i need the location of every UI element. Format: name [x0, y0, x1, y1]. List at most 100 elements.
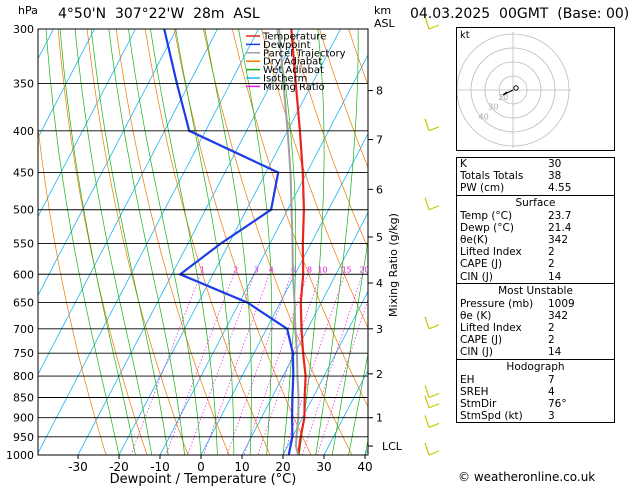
x-tick-label: 10	[234, 460, 249, 474]
surface-value: 2	[548, 258, 555, 271]
pressure-tick-label: 950	[13, 431, 34, 444]
x-tick-label: 40	[357, 460, 372, 474]
hodo-row: SREH 4	[457, 386, 614, 398]
x-tick-label: 0	[197, 460, 205, 474]
surface-row: θe(K) 342	[457, 234, 614, 246]
wet-adiabat-line	[74, 29, 153, 455]
hodograph-units: kt	[460, 30, 470, 41]
x-tick-label: -30	[68, 460, 88, 474]
isotherm-line	[323, 369, 368, 455]
hodo-label: EH	[460, 373, 475, 386]
x-axis-label: Dewpoint / Temperature (°C)	[110, 472, 297, 486]
surface-row: CIN (J) 14	[457, 271, 614, 283]
surface-value: 2	[548, 246, 555, 259]
legend-label: Parcel Trajectory	[263, 48, 346, 59]
isotherm-line	[38, 29, 136, 218]
index-label: PW (cm)	[460, 182, 505, 195]
hodo-label: StmSpd (kt)	[460, 410, 523, 423]
mixing-ratio-label: 20	[359, 265, 369, 274]
mixing-ratio-line	[302, 274, 363, 455]
pressure-tick-label: 450	[13, 166, 34, 179]
wind-barb	[428, 422, 440, 428]
mixing-ratio-label: 1	[200, 265, 205, 274]
hodo-value: 3	[548, 410, 555, 423]
most-unstable-rows: Pressure (mb) 1009 θe (K) 342 Lifted Index 2 C…	[457, 298, 614, 359]
pressure-tick-label: 700	[13, 323, 34, 336]
x-tick-label: -20	[109, 460, 129, 474]
mu-row: Lifted Index 2	[457, 322, 614, 334]
hodo-label: StmDir	[460, 398, 497, 410]
surface-value: 14	[548, 270, 562, 283]
mu-label: θe (K)	[460, 309, 492, 322]
mu-row: CAPE (J) 2	[457, 334, 614, 346]
units-hpa: hPa	[18, 4, 38, 17]
mu-row: Pressure (mb) 1009	[457, 298, 614, 310]
mixing-ratio-line	[203, 274, 270, 455]
mixing-ratio-label: 25	[373, 265, 383, 274]
mu-value: 342	[548, 309, 569, 322]
isotherm-line	[38, 29, 259, 454]
mixing-ratio-label: 15	[342, 265, 352, 274]
x-tick-label: 30	[316, 460, 331, 474]
km-tick-label: 4	[376, 277, 383, 290]
pressure-tick-label: 500	[13, 204, 34, 217]
wind-barb	[428, 205, 440, 211]
wind-barb-flag	[424, 385, 430, 398]
hodo-value: 4	[548, 385, 555, 398]
surface-rows: Temp (°C) 23.7 Dewp (°C) 21.4 θe(K) 342 Lifted…	[457, 210, 614, 283]
km-tick-label: 7	[376, 134, 383, 147]
hodograph-ring-label: 30	[488, 103, 498, 112]
location-title: 4°50'N 307°22'W 28m ASL	[58, 6, 260, 22]
surface-label: Temp (°C)	[460, 209, 513, 222]
wind-barb-flag	[424, 395, 430, 408]
wind-barb	[428, 324, 440, 330]
index-row: K 30	[457, 158, 614, 170]
mu-value: 2	[548, 322, 555, 335]
pressure-tick-label: 300	[13, 23, 34, 36]
dry-adiabat-line	[38, 124, 107, 455]
surface-row: Lifted Index 2	[457, 246, 614, 258]
wind-barb-flag	[424, 16, 430, 30]
mu-label: Pressure (mb)	[460, 297, 534, 310]
index-label: K	[460, 158, 467, 170]
most-unstable-section: Most Unstable Pressure (mb) 1009 θe (K) 342…	[457, 282, 614, 359]
surface-label: CAPE (J)	[460, 258, 503, 271]
hodo-value: 76°	[548, 398, 567, 410]
pressure-tick-label: 850	[13, 391, 34, 404]
mixing-ratio-label: 10	[317, 265, 327, 274]
isotherm-line	[0, 29, 13, 455]
surface-value: 342	[548, 233, 569, 246]
wind-barb	[428, 403, 440, 409]
wind-barb	[428, 450, 440, 456]
mixing-ratio-line	[226, 274, 292, 455]
surface-row: Dewp (°C) 21.4	[457, 222, 614, 234]
wind-barb-flag	[424, 197, 430, 210]
surface-label: CIN (J)	[460, 270, 493, 283]
units-km: km	[374, 4, 392, 17]
mixing-ratio-line	[257, 274, 321, 455]
pressure-tick-label: 650	[13, 297, 34, 310]
wind-barb-flag	[424, 316, 430, 329]
most-unstable-title: Most Unstable	[498, 284, 573, 297]
hodo-row: StmDir 76°	[457, 398, 614, 410]
wind-barb	[428, 392, 440, 399]
mixing-ratio-label: 3	[254, 265, 259, 274]
dry-adiabat-line	[290, 29, 368, 249]
dry-adiabat-line	[319, 29, 368, 169]
index-row: PW (cm) 4.55	[457, 182, 614, 194]
hodo-label: SREH	[460, 385, 489, 398]
wet-adiabat-line	[331, 238, 368, 455]
mixing-ratio-line	[316, 298, 368, 455]
pressure-tick-label: 400	[13, 125, 34, 138]
mu-label: CIN (J)	[460, 346, 493, 359]
wet-adiabat-line	[108, 29, 185, 455]
units-asl: ASL	[374, 17, 395, 30]
hodo-row: EH 7	[457, 374, 614, 386]
pressure-tick-label: 900	[13, 412, 34, 425]
pressure-tick-label: 800	[13, 370, 34, 383]
km-tick-label: LCL	[382, 440, 403, 453]
surface-value: 21.4	[548, 221, 572, 234]
